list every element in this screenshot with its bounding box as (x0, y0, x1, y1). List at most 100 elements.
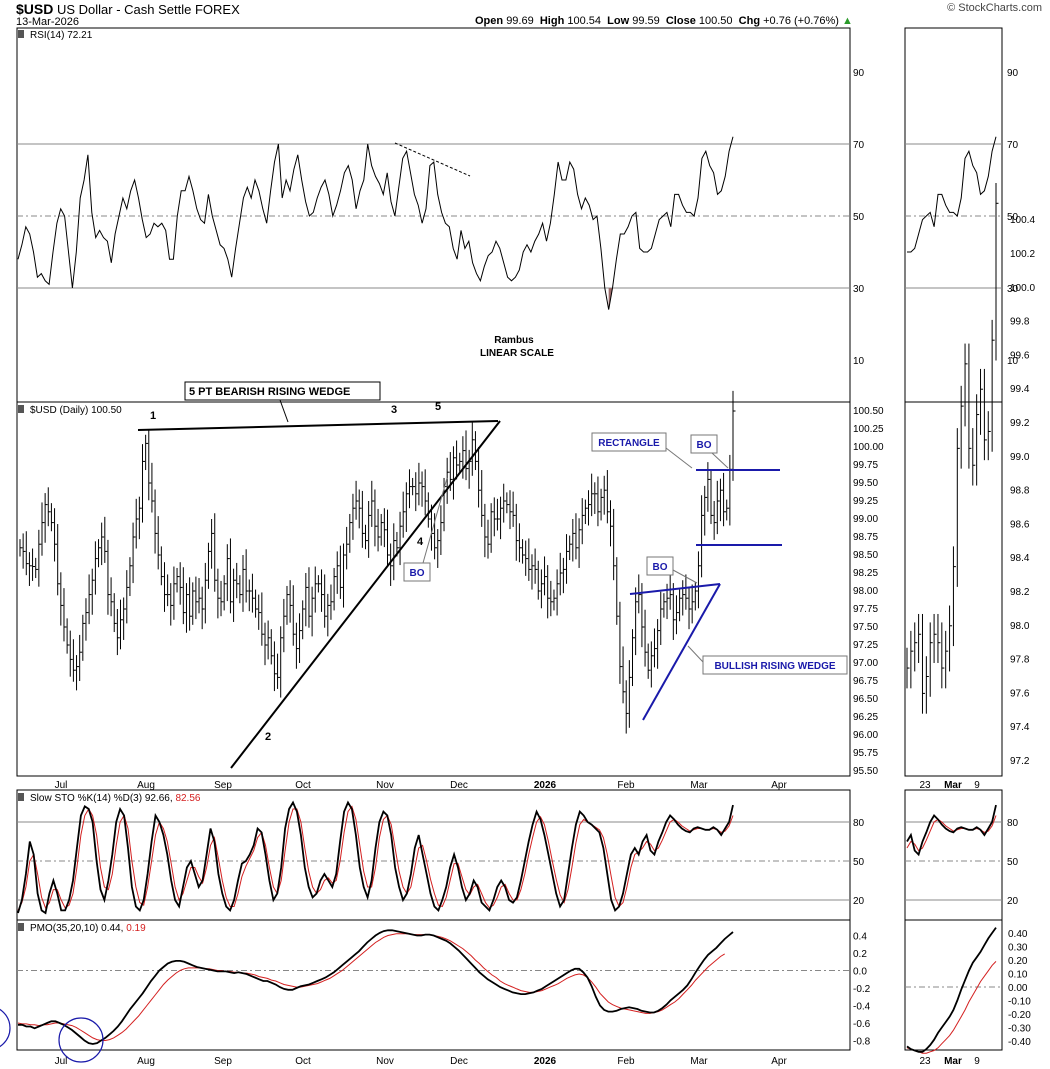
price-tick-label: 97.50 (853, 622, 878, 633)
pmo-x-tick-label: Oct (295, 1056, 311, 1067)
bo-pointer-1 (422, 477, 448, 564)
price-zoom-tick-label: 100.4 (1010, 215, 1035, 226)
pmo-tick-label: -0.8 (853, 1037, 871, 1048)
pmo-x-tick-label: 2026 (534, 1056, 557, 1067)
sto-panel-icon (18, 793, 24, 801)
price-x-tick-label: 2026 (534, 780, 557, 791)
sto-title: Slow STO %K(14) %D(3) 92.66, 82.56 (30, 793, 201, 804)
pmo-prior-low-circle (0, 1008, 11, 1048)
price-tick-label: 99.00 (853, 514, 878, 525)
rsi-tick-label: 70 (853, 140, 865, 151)
rsi-panel-icon (18, 30, 24, 38)
pmo-x-tick-label: Sep (214, 1056, 232, 1067)
pmo-signal-value: 0.19 (126, 923, 146, 934)
bullish-wedge-label-pointer (687, 645, 704, 663)
price-zoom-tick-label: 99.8 (1010, 317, 1030, 328)
pmo-tick-label: 0.4 (853, 932, 867, 943)
price-tick-label: 96.75 (853, 676, 878, 687)
pmo-zoom-tick-label: -0.10 (1008, 997, 1031, 1008)
price-tick-label: 99.50 (853, 478, 878, 489)
pmo-tick-label: -0.4 (853, 1002, 871, 1013)
sto-tick-label: 50 (853, 857, 865, 868)
price-tick-label: 95.50 (853, 766, 878, 777)
pmo-low-circle (58, 1017, 104, 1063)
price-tick-label: 98.00 (853, 586, 878, 597)
price-tick-label: 96.50 (853, 694, 878, 705)
price-x-tick-label: Mar (690, 780, 708, 791)
rsi-zoom-tick-label: 10 (1007, 356, 1019, 367)
price-panel-icon (18, 405, 24, 413)
price-x-tick-label: Apr (771, 780, 787, 791)
wedge-point-1: 1 (150, 410, 156, 422)
bullish-wedge-label-box (702, 655, 848, 675)
rsi-tick-label: 10 (853, 356, 865, 367)
price-x-tick-label: Sep (214, 780, 232, 791)
bearish-wedge-label-pointer (279, 399, 289, 423)
bo-label-2: BO (697, 440, 712, 451)
price-tick-label: 100.00 (853, 442, 884, 453)
rsi-tick-label: 30 (853, 284, 865, 295)
sto-tick-label: 20 (853, 896, 865, 907)
price-tick-label: 95.75 (853, 748, 878, 759)
sto-d-value: 82.56 (175, 793, 200, 804)
stockcharts-logo: © StockCharts.com (947, 2, 1042, 14)
price-x-tick-label: Feb (617, 780, 635, 791)
price-title: $USD (Daily) 100.50 (30, 405, 122, 416)
price-x-tick-label: Jul (55, 780, 68, 791)
pmo-x-tick-label: Mar (690, 1056, 708, 1067)
price-x-tick-label: Nov (376, 780, 394, 791)
price-tick-label: 100.25 (853, 424, 884, 435)
bearish-wedge-bottom-line (230, 420, 501, 769)
pmo-zoom-signal-line (906, 961, 997, 1054)
price-zoom-tick-label: 100.2 (1010, 249, 1035, 260)
bo-label-3: BO (653, 562, 668, 573)
pmo-zoom-tick-label: 0.00 (1008, 983, 1028, 994)
price-zoom-tick-label: 99.0 (1010, 452, 1030, 463)
sto-k-value: 92.66, (145, 793, 176, 804)
price-zoom-tick-label: 98.6 (1010, 519, 1030, 530)
pmo-signal-line (17, 933, 725, 1041)
price-tick-label: 97.00 (853, 658, 878, 669)
price-zoom-tick-label: 98.2 (1010, 587, 1030, 598)
price-tick-label: 99.75 (853, 460, 878, 471)
price-tick-label: 97.75 (853, 604, 878, 615)
pmo-x-tick-label: Feb (617, 1056, 635, 1067)
pmo-zoom-tick-label: -0.20 (1008, 1010, 1031, 1021)
price-x-tick-label: Oct (295, 780, 311, 791)
bo-label-box-3 (646, 556, 674, 576)
sto-zoom-tick-label: 80 (1007, 818, 1019, 829)
price-tick-label: 100.50 (853, 406, 884, 417)
price-x-tick-label: Dec (450, 780, 468, 791)
wedge-point-2: 2 (265, 731, 271, 743)
sto-tick-label: 80 (853, 818, 865, 829)
pmo-x-tick-label: Aug (137, 1056, 155, 1067)
pmo-zoom-tick-label: -0.40 (1008, 1037, 1031, 1048)
rambus-label: Rambus (494, 335, 534, 346)
zoom-pmo-x-tick-label: 23 (919, 1056, 931, 1067)
rsi-title: RSI(14) 72.21 (30, 30, 93, 41)
symbol-title: $USD US Dollar - Cash Settle FOREX (16, 1, 240, 17)
price-zoom-tick-label: 98.4 (1010, 553, 1030, 564)
price-tick-label: 98.75 (853, 532, 878, 543)
bullish-wedge-label: BULLISH RISING WEDGE (714, 661, 835, 672)
chart-date: 13-Mar-2026 (16, 16, 79, 28)
pmo-panel-zoom-frame (904, 919, 1003, 1051)
sto-d-line (17, 805, 734, 911)
bo-label-box-1 (403, 562, 431, 582)
price-tick-label: 99.25 (853, 496, 878, 507)
price-zoom-tick-label: 99.6 (1010, 350, 1030, 361)
price-tick-label: 98.50 (853, 550, 878, 561)
ohlc-readout: Open 99.69 High 100.54 Low 99.59 Close 1… (475, 15, 853, 27)
wedge-point-4: 4 (417, 536, 424, 548)
sto-zoom-tick-label: 20 (1007, 896, 1019, 907)
price-zoom-tick-label: 97.4 (1010, 722, 1030, 733)
sto-zoom-tick-label: 50 (1007, 857, 1019, 868)
rsi-zoom-tick-label: 50 (1007, 212, 1019, 223)
bullish-wedge-bottom-line (642, 583, 721, 721)
rsi-zoom-tick-label: 90 (1007, 68, 1019, 79)
price-tick-label: 97.25 (853, 640, 878, 651)
rsi-oversold-fill (608, 288, 625, 310)
bo-pointer-3 (672, 569, 698, 584)
bo-label-1: BO (410, 568, 425, 579)
